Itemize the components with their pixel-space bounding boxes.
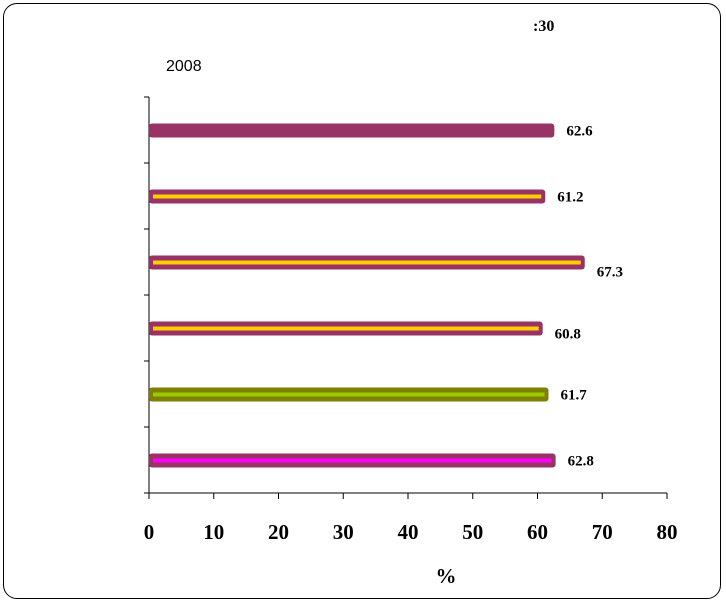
bar <box>149 255 585 270</box>
x-tick-label: 30 <box>333 520 354 544</box>
x-tick-label: 70 <box>592 520 613 544</box>
bar-outer <box>149 123 555 138</box>
x-tick-label: 80 <box>657 520 678 544</box>
bar <box>149 387 549 402</box>
chart-title: :30 <box>533 18 555 35</box>
x-tick-label: 20 <box>268 520 289 544</box>
bar-inner-stripe <box>153 194 542 199</box>
chart-subtitle: 2008 <box>166 58 202 75</box>
data-label: 61.7 <box>561 388 588 404</box>
x-axis-title: % <box>436 564 457 588</box>
bar <box>149 321 543 336</box>
bar <box>149 123 555 138</box>
bar-inner-stripe <box>153 392 545 397</box>
x-tick-label: 10 <box>203 520 224 544</box>
data-label: 62.6 <box>566 124 593 140</box>
bar <box>149 189 546 204</box>
bar-inner-stripe <box>153 326 539 331</box>
data-label: 67.3 <box>597 265 623 281</box>
data-label: 62.8 <box>568 454 594 470</box>
x-tick-label: 50 <box>462 520 483 544</box>
chart-frame <box>3 3 721 599</box>
data-label: 60.8 <box>555 327 581 343</box>
x-tick-label: 0 <box>144 520 155 544</box>
data-label: 61.2 <box>557 190 583 206</box>
bar <box>149 453 556 468</box>
bar-inner-stripe <box>153 260 581 265</box>
bar-inner-stripe <box>153 458 552 463</box>
x-tick-label: 40 <box>398 520 419 544</box>
x-tick-label: 60 <box>527 520 548 544</box>
